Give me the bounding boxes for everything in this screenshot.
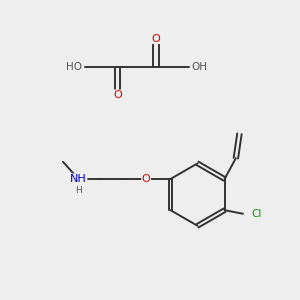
Text: O: O — [113, 90, 122, 100]
Text: O: O — [142, 174, 151, 184]
Text: H: H — [76, 186, 82, 195]
Text: OH: OH — [191, 62, 207, 72]
Text: HO: HO — [66, 62, 82, 72]
Text: O: O — [152, 34, 160, 44]
Text: Cl: Cl — [251, 209, 262, 219]
Text: NH: NH — [70, 174, 87, 184]
